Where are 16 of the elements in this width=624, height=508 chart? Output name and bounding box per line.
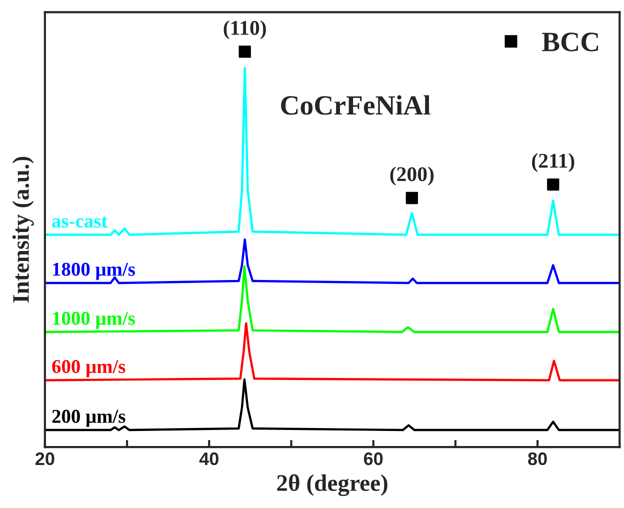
annotation: (200) [390, 166, 434, 186]
series-label: 1000 μm/s [53, 312, 135, 329]
y-axis-title: Intensity (a.u.) [12, 156, 34, 303]
x-tick-label: 40 [199, 452, 218, 466]
annotation: (110) [224, 20, 266, 40]
x-axis-title: 2θ (degree) [277, 474, 388, 496]
x-tick-label: 80 [528, 452, 547, 466]
annotation: (211) [532, 153, 574, 172]
x-tick-label: 60 [364, 452, 383, 466]
series-label: 600 μm/s [52, 360, 126, 378]
annotation: CoCrFeNiAl [281, 95, 430, 115]
series-label: 200 μm/s [52, 410, 126, 427]
legend-label: BCC [542, 32, 598, 52]
x-tick-label: 20 [36, 452, 54, 466]
series-label: as-cast [52, 216, 108, 228]
series-label: 1800 μm/s [53, 262, 135, 280]
